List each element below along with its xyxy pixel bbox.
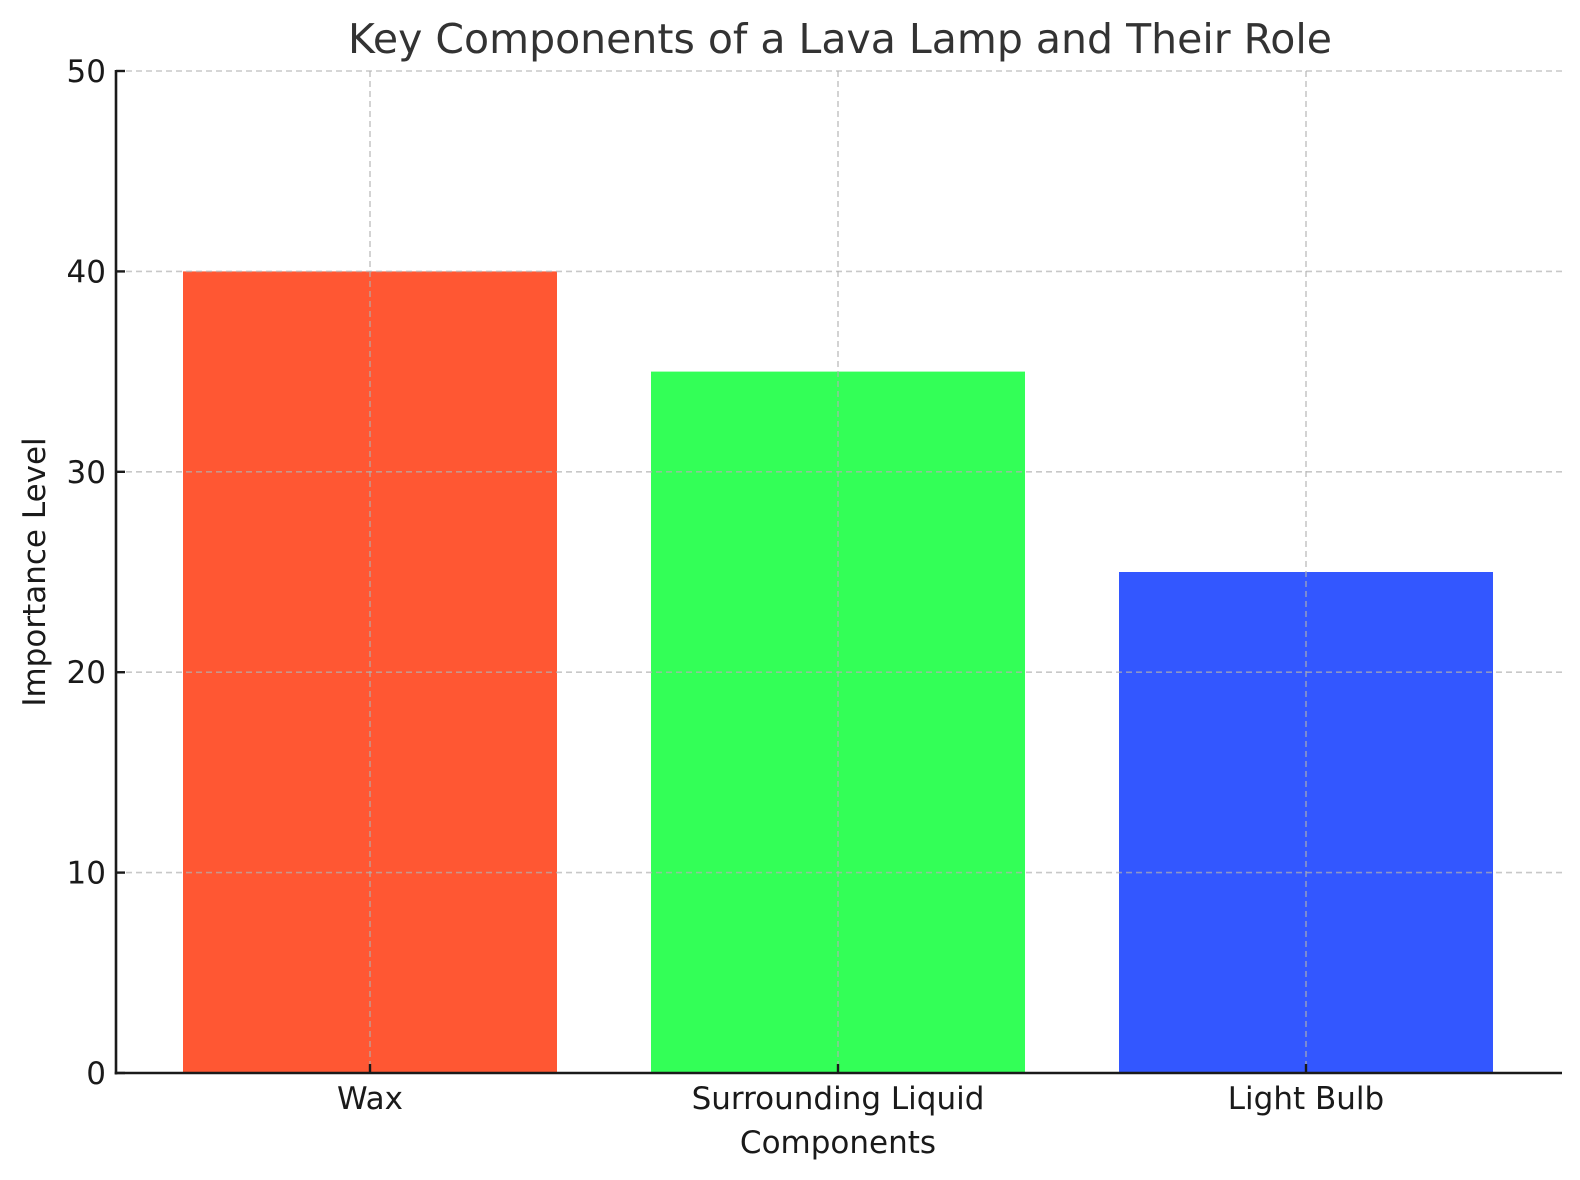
x-tick-label: Light Bulb	[1228, 1081, 1384, 1117]
y-tick-label: 50	[67, 54, 106, 90]
y-axis-ticks: 0 10 20 30 40 50	[67, 54, 125, 1092]
y-tick-label: 10	[67, 856, 106, 892]
chart-title: Key Components of a Lava Lamp and Their …	[348, 15, 1332, 63]
x-axis-label: Components	[740, 1125, 936, 1161]
y-axis-label: Importance Level	[17, 437, 53, 706]
y-tick-label: 0	[86, 1056, 106, 1092]
grid-lines	[116, 70, 1562, 1073]
x-axis-ticks: Wax Surrounding Liquid Light Bulb	[337, 1064, 1384, 1117]
x-tick-label: Surrounding Liquid	[692, 1081, 985, 1117]
y-tick-label: 20	[67, 655, 106, 691]
y-tick-label: 30	[67, 455, 106, 491]
x-tick-label: Wax	[337, 1081, 403, 1117]
y-tick-label: 40	[67, 254, 106, 290]
